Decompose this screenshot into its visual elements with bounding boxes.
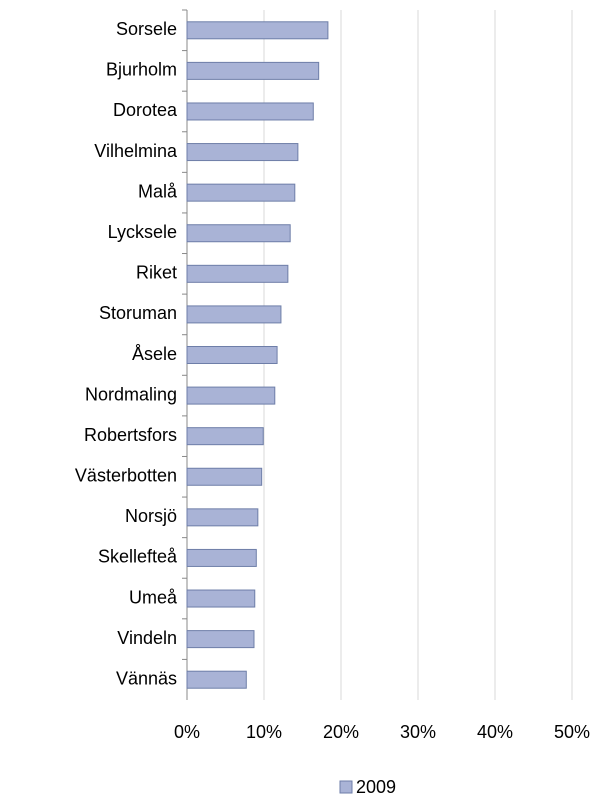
bar bbox=[186, 548, 257, 567]
bar bbox=[186, 630, 255, 649]
bar bbox=[186, 102, 314, 121]
bar bbox=[186, 183, 296, 202]
bar bbox=[186, 21, 329, 40]
bar bbox=[186, 467, 263, 486]
bar bbox=[186, 305, 282, 324]
y-tick-label: Vindeln bbox=[117, 628, 177, 648]
legend-swatch bbox=[339, 780, 353, 794]
y-tick-label: Robertsfors bbox=[84, 425, 177, 445]
y-tick-label: Västerbotten bbox=[75, 466, 177, 486]
y-tick-label: Vilhelmina bbox=[94, 141, 178, 161]
bar bbox=[186, 143, 299, 162]
y-tick-label: Åsele bbox=[132, 344, 177, 364]
bar bbox=[186, 346, 278, 364]
bar bbox=[186, 224, 291, 243]
bar bbox=[186, 61, 320, 80]
x-tick-label: 40% bbox=[477, 722, 513, 742]
x-tick-label: 50% bbox=[554, 722, 590, 742]
y-tick-label: Lycksele bbox=[108, 222, 177, 242]
y-tick-label: Nordmaling bbox=[85, 384, 177, 404]
y-tick-label: Vännäs bbox=[116, 668, 177, 688]
y-tick-label: Malå bbox=[138, 181, 178, 201]
y-tick-label: Riket bbox=[136, 263, 177, 283]
x-tick-label: 0% bbox=[174, 722, 200, 742]
y-tick-label: Bjurholm bbox=[106, 60, 177, 80]
y-tick-label: Dorotea bbox=[113, 100, 178, 120]
x-tick-label: 10% bbox=[246, 722, 282, 742]
x-tick-label: 30% bbox=[400, 722, 436, 742]
bar bbox=[186, 670, 247, 689]
y-tick-label: Norsjö bbox=[125, 506, 177, 526]
bar bbox=[186, 589, 256, 608]
x-tick-label: 20% bbox=[323, 722, 359, 742]
legend-label: 2009 bbox=[356, 777, 396, 797]
bar bbox=[186, 508, 259, 527]
y-tick-label: Sorsele bbox=[116, 19, 177, 39]
bar bbox=[186, 386, 276, 405]
bar bbox=[186, 427, 264, 446]
y-tick-label: Skellefteå bbox=[98, 547, 178, 567]
y-tick-label: Storuman bbox=[99, 303, 177, 323]
y-tick-label: Umeå bbox=[129, 587, 178, 607]
bar bbox=[186, 264, 289, 283]
